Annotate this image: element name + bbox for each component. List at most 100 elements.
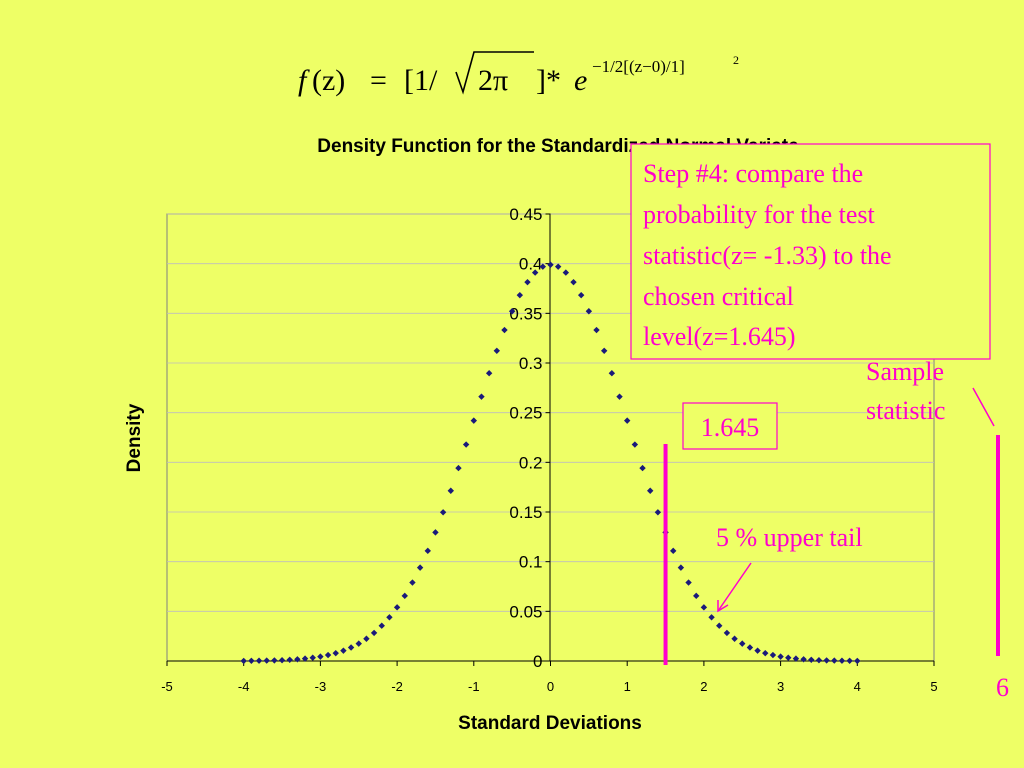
critical-label: 1.645 [701,413,760,442]
y-tick-label: 0 [533,652,542,671]
y-tick-label: 0.2 [519,453,543,472]
formula-exponent: −1/2[(z−0)/1] [592,57,685,76]
data-point [600,347,608,354]
data-point [754,647,761,654]
data-point [800,656,807,663]
data-point [808,656,815,664]
x-tick-label: -4 [238,679,250,694]
data-point [378,622,385,629]
data-point [286,656,293,664]
data-point [647,487,654,494]
x-tick-label: -3 [315,679,327,694]
data-point [363,635,370,642]
data-point [554,263,562,270]
formula-base: e [574,64,587,97]
data-point [547,261,554,268]
data-point [271,657,278,664]
y-tick-label: 0.35 [509,304,542,323]
data-point [393,604,401,611]
step-box-line-5: level(z=1.645) [643,322,796,351]
y-ticks: 0 0.05 0.1 0.15 0.2 0.25 0.3 0.35 0.4 0.45 [509,205,551,671]
data-point [677,564,685,571]
x-tick-label: -5 [161,679,173,694]
data-point [731,635,738,642]
sqrt-sign [455,51,534,95]
formula-f: f [298,64,310,97]
y-tick-label: 0.1 [519,553,543,572]
x-tick-label: 3 [777,679,784,694]
data-point [585,308,593,315]
formula-exponent-power: 2 [733,53,739,67]
x-tick-label: -1 [468,679,480,694]
data-point [685,579,692,586]
data-point [301,655,309,662]
x-axis-label: Standard Deviations [458,713,642,734]
data-point [746,644,754,651]
data-point [355,640,362,647]
sample-label-line-1: Sample [866,357,944,386]
step-box-line-1: Step #4: compare the [643,159,863,188]
y-tick-label: 0.25 [509,404,542,423]
data-point [846,657,853,665]
critical-label-frame [682,402,778,450]
data-point [716,622,723,629]
step-box-line-3: statistic(z= -1.33) to the [643,241,892,270]
step-box-line-2: probability for the test [643,200,876,229]
formula-bracket-open: [1/ [404,64,438,97]
data-point [401,592,408,600]
data-point [539,263,547,270]
x-tick-label: 0 [547,679,554,694]
data-point [516,291,524,299]
data-point [478,393,485,400]
data-point [455,464,462,472]
y-tick-label: 0.15 [509,503,542,522]
data-point [577,291,585,299]
data-point [700,604,708,611]
data-point [723,629,731,637]
data-point [570,278,577,286]
data-point [263,657,270,664]
tail-pointer-arrowhead [717,600,729,613]
data-point [240,657,247,665]
data-point [340,647,347,654]
x-tick-label: 5 [930,679,937,694]
data-point [324,651,332,659]
x-tick-label: 1 [624,679,631,694]
formula-equals: = [370,64,387,97]
data-point [501,326,508,334]
data-point [248,657,255,665]
data-point [639,464,646,472]
y-tick-label: 0.05 [509,602,542,621]
data-point [332,649,339,657]
data-point [447,487,454,494]
sample-label-line-2: statistic [866,396,945,425]
data-point [278,657,286,664]
step-box-frame [630,143,991,360]
data-point [792,655,800,662]
step-box-line-4: chosen critical [643,282,794,311]
data-point [624,417,631,424]
data-point [432,529,439,536]
data-point [439,509,447,516]
data-point [854,657,861,665]
data-point [531,269,539,276]
slide-number: 6 [996,673,1009,702]
data-point [409,579,416,586]
x-tick-label: -2 [391,679,403,694]
data-point [654,509,662,516]
tail-pointer [717,562,752,612]
data-point [255,657,263,664]
data-point [416,564,424,571]
formula: f (z) = [1/ 2π ]* e −1/2[(z−0)/1] 2 [298,51,739,97]
y-tick-label: 0.45 [509,205,542,224]
data-point [670,547,677,555]
data-point [785,654,792,661]
data-point [470,417,477,424]
data-point [593,326,600,334]
data-point [769,651,777,659]
data-point [708,614,715,621]
data-point [347,644,355,651]
data-point [370,629,378,637]
data-point [386,614,393,621]
